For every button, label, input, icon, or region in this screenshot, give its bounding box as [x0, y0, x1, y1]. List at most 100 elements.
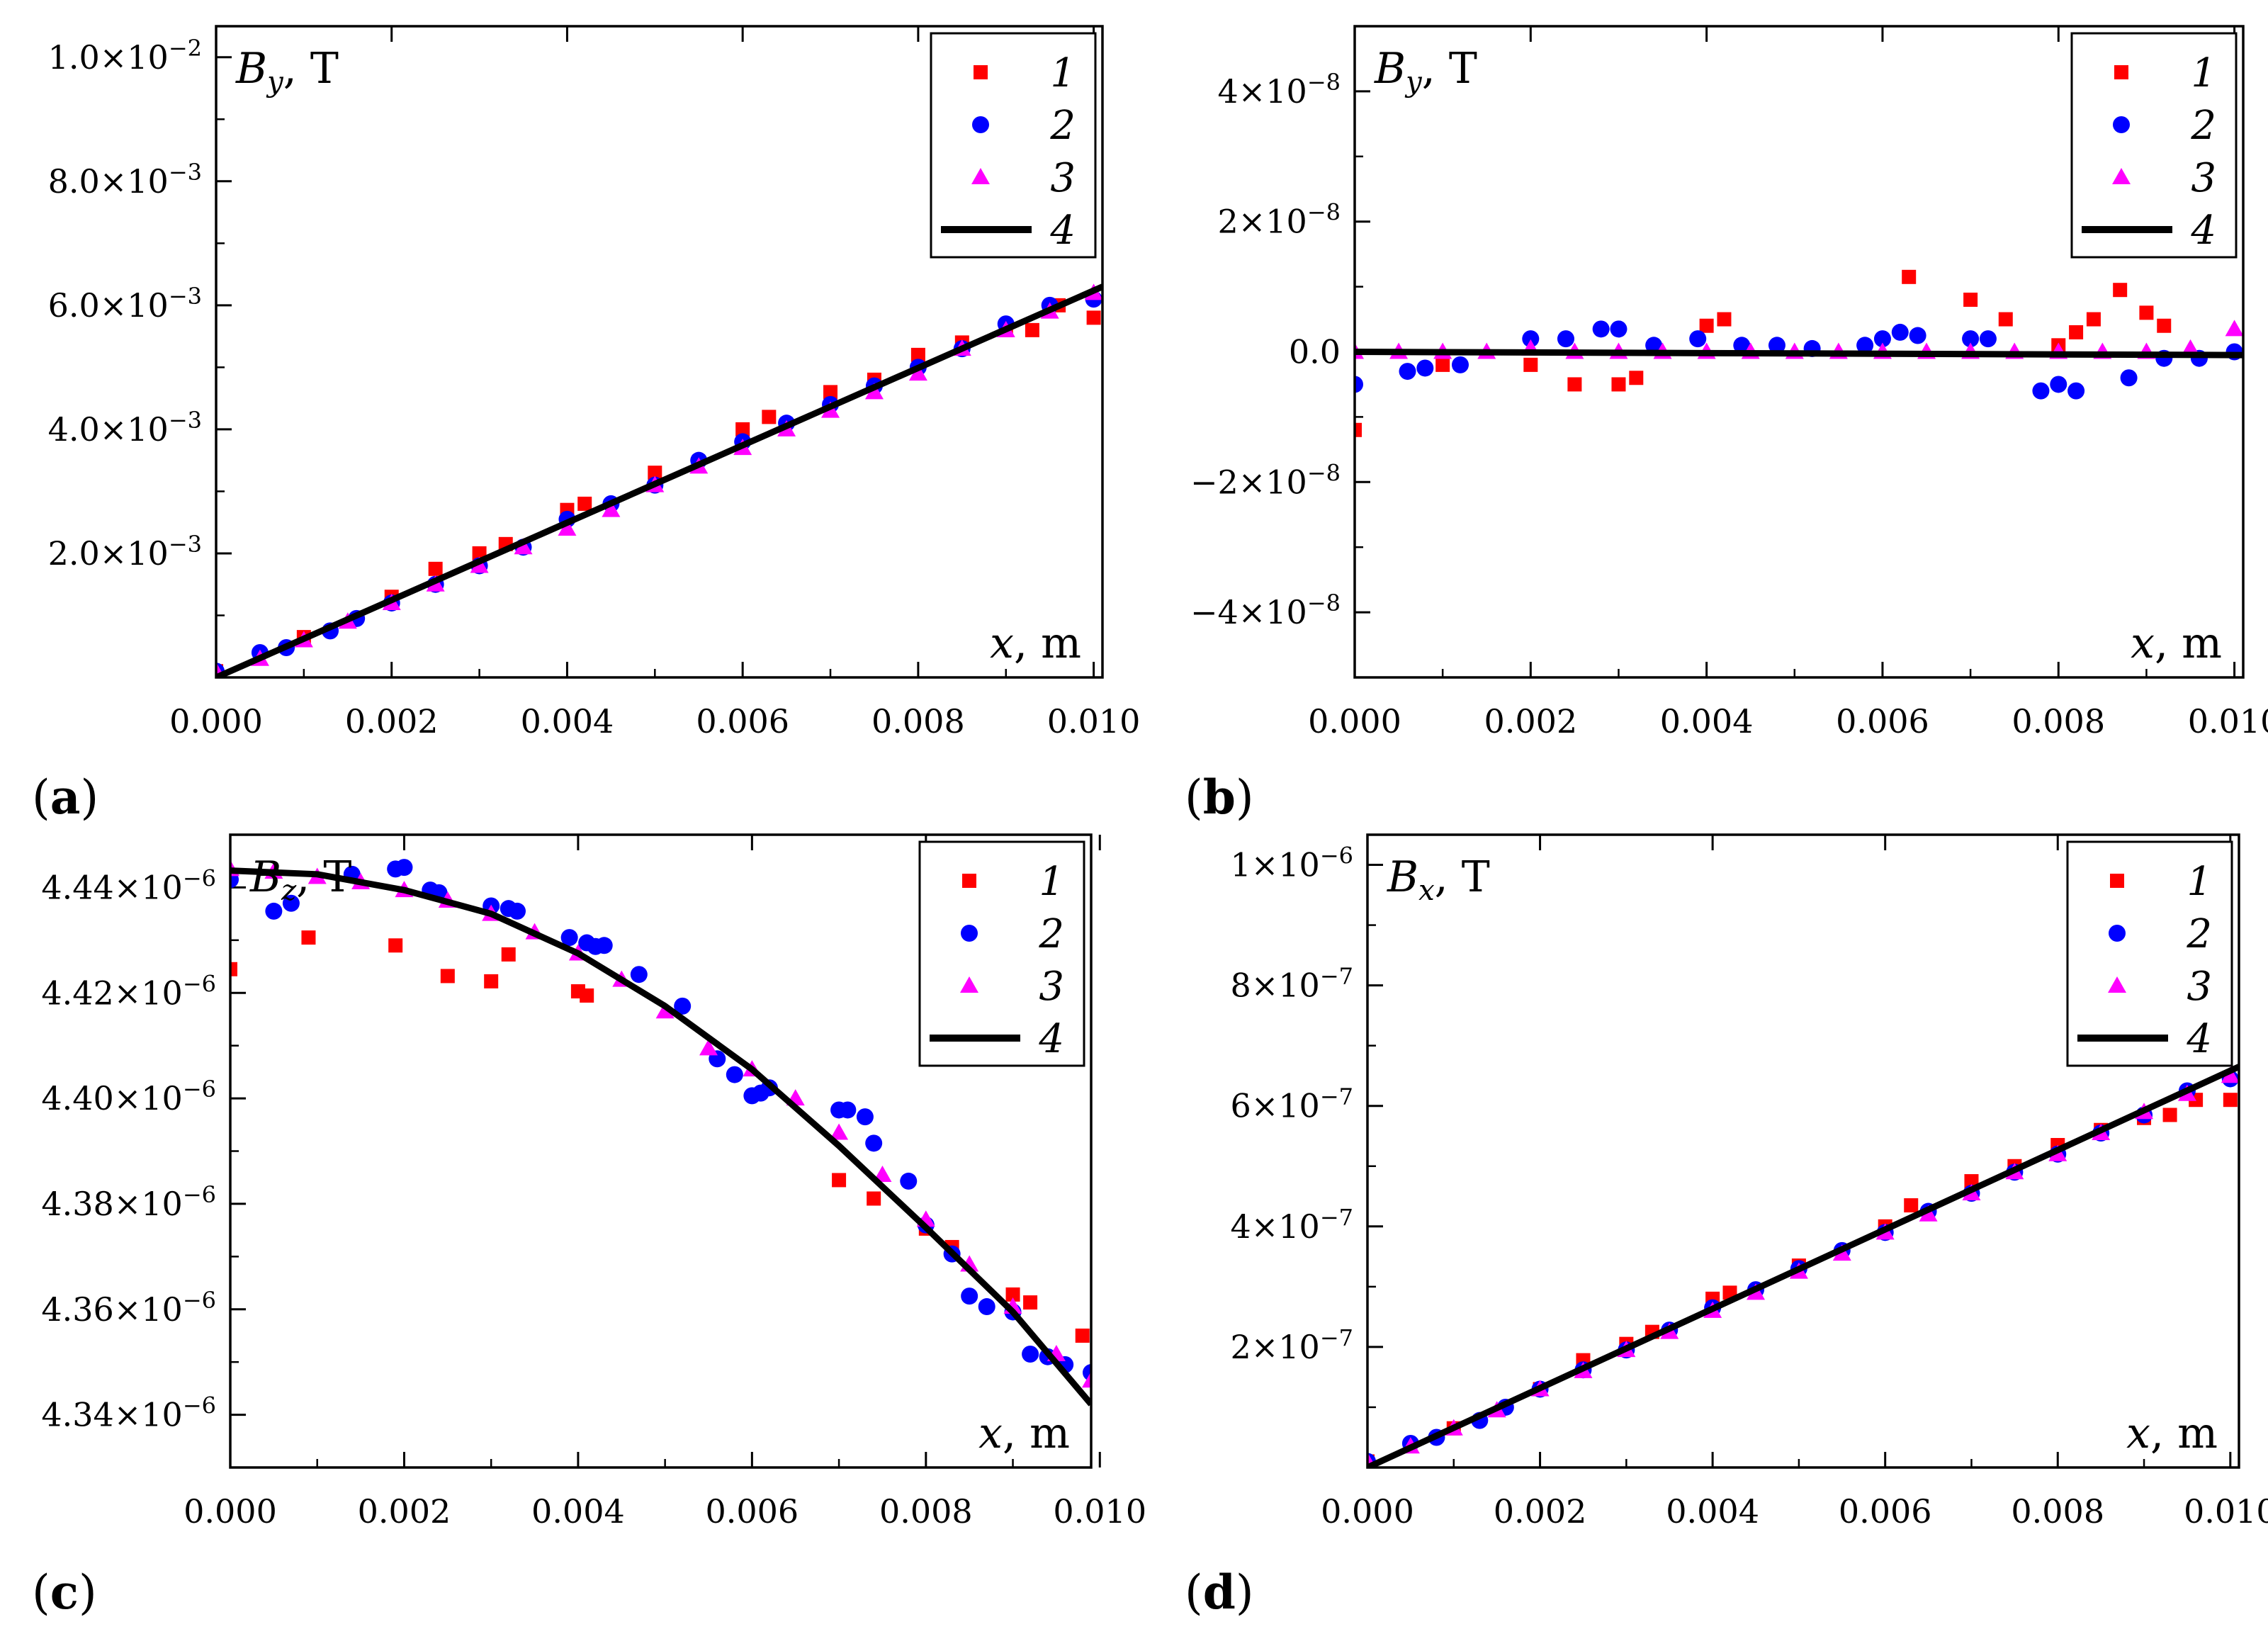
y-tick-exponent: −7 [1320, 1204, 1353, 1231]
triangle-point [2225, 320, 2243, 337]
square-point [1902, 269, 1917, 284]
legend-box [918, 840, 1085, 1067]
panel-letter: (a) [32, 770, 98, 825]
legend-circle-marker [961, 925, 978, 942]
triangle-point [873, 1165, 892, 1182]
square-point [823, 385, 838, 400]
panel-paren-close: ) [81, 770, 99, 825]
y-tick-exponent: −6 [1320, 843, 1353, 869]
y-tick-mantissa: 8.0×10 [48, 162, 169, 201]
square-point [301, 930, 316, 945]
panel-paren-open: ( [1185, 770, 1203, 825]
y-tick-mantissa: 4.42×10 [41, 974, 183, 1012]
x-axis-symbol: x [2126, 1409, 2150, 1458]
triangle-point [1919, 1205, 1938, 1222]
circle-point [1733, 337, 1751, 354]
y-tick-exponent: −6 [183, 1181, 216, 1208]
panel-letter-text: d [1203, 1565, 1236, 1620]
x-axis-label: x, m [2126, 1409, 2218, 1458]
square-point [1523, 357, 1538, 372]
legend: 1 2 3 4 [2070, 32, 2238, 259]
circle-point [1979, 330, 1997, 348]
legend-triangle-marker [960, 976, 978, 993]
panel-a: 0.000 0.002 0.004 0.006 0.008 0.0102.0×10−34.… [32, 25, 1140, 825]
square-point [2139, 305, 2154, 320]
x-axis-unit: , m [2150, 1409, 2218, 1458]
y-tick-label: 2.0×10−3 [48, 531, 202, 573]
y-tick-label: 4×10−8 [1217, 69, 1341, 111]
y-tick-exponent: −6 [183, 1392, 216, 1419]
legend-entry-label: 2 [1038, 911, 1064, 957]
y-tick-exponent: −8 [1307, 459, 1341, 486]
panel-letter: (d) [1185, 1565, 1254, 1620]
circle-point [395, 859, 413, 877]
plot-area [1367, 1064, 2239, 1467]
square-point [1717, 312, 1732, 327]
circle-point [2120, 369, 2138, 387]
y-tick-exponent: −8 [1307, 69, 1341, 96]
y-tick-exponent: −8 [1307, 590, 1341, 616]
y-tick-mantissa: 4.0×10 [48, 410, 169, 449]
y-tick-mantissa: −4×10 [1190, 593, 1307, 631]
y-axis-subscript: y [266, 66, 284, 98]
circle-point [865, 1134, 883, 1152]
circle-point [1873, 330, 1891, 348]
triangle-point [699, 1039, 718, 1056]
panel-letter: (b) [1185, 770, 1254, 825]
triangle-point [602, 500, 621, 517]
square-point [1023, 1295, 1038, 1310]
y-tick-label: −4×10−8 [1190, 590, 1341, 631]
y-tick-mantissa: 2×10 [1217, 203, 1307, 241]
x-axis-label: x, m [978, 1409, 1070, 1458]
plot-frame [1366, 833, 2240, 1469]
square-point [867, 1191, 881, 1206]
panel-letter-text: b [1203, 770, 1236, 825]
circle-point [1416, 359, 1434, 377]
triangle-point [1082, 1371, 1091, 1388]
legend-entry-label: 2 [2186, 911, 2212, 957]
x-tick-label: 0.008 [2012, 702, 2105, 740]
y-tick-label: −2×10−8 [1190, 459, 1341, 501]
square-point [2157, 318, 2172, 333]
legend-entry-label: 2 [2190, 103, 2216, 149]
legend: 1 2 3 4 [2066, 840, 2233, 1067]
circle-point [560, 929, 578, 947]
y-axis-unit: , T [1435, 852, 1490, 902]
legend-box [2066, 840, 2233, 1067]
fit-line [216, 283, 1102, 677]
y-tick-label: 4.40×10−6 [41, 1076, 216, 1117]
legend-entry-label: 3 [1050, 155, 1076, 201]
legend-triangle-marker [971, 168, 990, 184]
y-tick-exponent: −7 [1320, 1324, 1353, 1351]
y-tick-mantissa: 2×10 [1230, 1328, 1319, 1366]
circle-point [1592, 320, 1610, 338]
triangle-point [2181, 339, 2200, 356]
y-tick-mantissa: 4×10 [1217, 72, 1307, 111]
y-tick-label: 8×10−7 [1230, 963, 1353, 1005]
legend-circle-marker [2113, 116, 2130, 133]
panel-paren-open: ( [32, 1565, 50, 1620]
legend: 1 2 3 4 [930, 32, 1097, 259]
legend-entry-label: 3 [2187, 964, 2212, 1010]
fit-line [1367, 1064, 2239, 1467]
legend-square-marker [962, 874, 976, 888]
y-tick-label: 4.42×10−6 [41, 970, 216, 1012]
y-tick-exponent: −6 [183, 1076, 216, 1103]
circle-point [2050, 376, 2067, 393]
y-axis-unit: , T [283, 44, 339, 94]
square-point [388, 938, 403, 953]
triangle-point [830, 1123, 849, 1140]
circle-point [1522, 330, 1540, 348]
circle-point [839, 1101, 857, 1119]
y-tick-exponent: −6 [183, 1287, 216, 1314]
y-tick-mantissa: −2×10 [1190, 463, 1307, 501]
y-tick-exponent: −3 [169, 407, 202, 434]
x-tick-label: 0.006 [1839, 1492, 1932, 1531]
y-axis-label: Bz, T [249, 852, 351, 907]
circle-point [978, 1298, 995, 1316]
y-tick-exponent: −3 [169, 283, 202, 310]
x-axis-ticks: 0.000 0.002 0.004 0.006 0.008 0.010 [1321, 835, 2268, 1531]
plot-frame [215, 25, 1104, 679]
y-axis-symbol: B [1374, 44, 1406, 94]
square-point [440, 969, 455, 984]
